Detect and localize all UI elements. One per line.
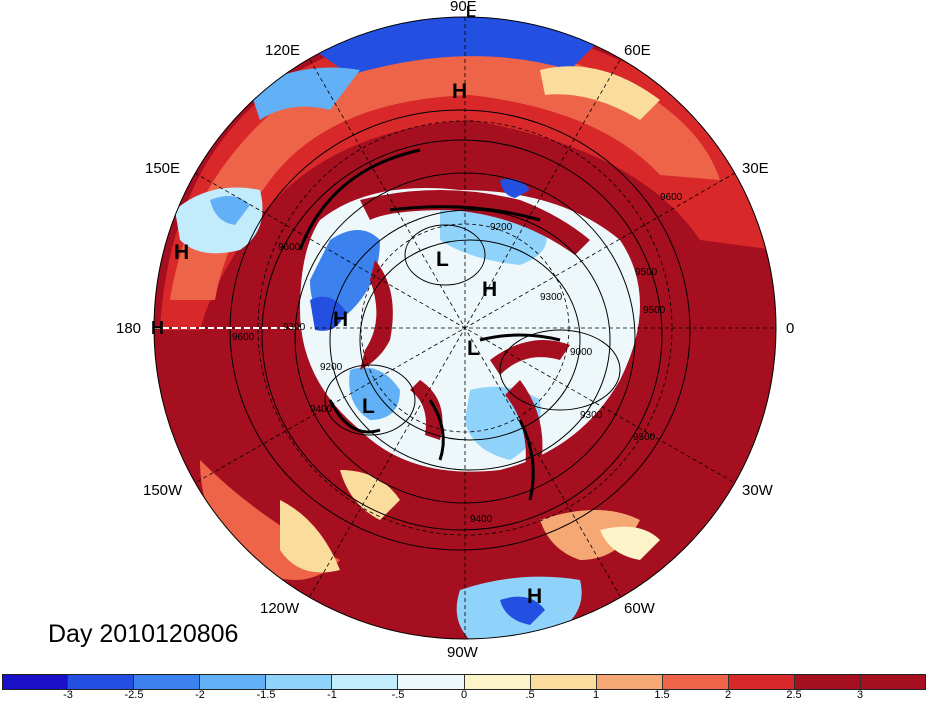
colorbar-cell bbox=[861, 674, 927, 690]
pressure-high-label: H bbox=[527, 585, 543, 608]
colorbar-cell bbox=[728, 674, 795, 690]
colorbar-tick-label: 1.5 bbox=[654, 689, 670, 701]
colorbar-tick-label: -2.5 bbox=[124, 689, 144, 701]
contour-label: 9600 bbox=[660, 192, 683, 203]
longitude-label: 0 bbox=[786, 320, 795, 337]
pressure-low-label: L bbox=[466, 4, 476, 21]
contour-label: 9500 bbox=[643, 305, 666, 316]
colorbar-cell bbox=[68, 674, 135, 690]
colorbar-tick-label: -1 bbox=[327, 689, 337, 701]
contour-label: 9400 bbox=[470, 514, 493, 525]
colorbar-cell bbox=[2, 674, 69, 690]
colorbar-cell bbox=[596, 674, 663, 690]
longitude-label: 30W bbox=[742, 482, 773, 499]
contour-label: 9500 bbox=[633, 432, 656, 443]
contour-label: 9300 bbox=[540, 292, 563, 303]
longitude-label: 30E bbox=[742, 160, 769, 177]
longitude-label: 150E bbox=[145, 160, 181, 177]
pressure-high-label: H bbox=[482, 278, 498, 301]
contour-label: 9300 bbox=[580, 410, 603, 421]
pressure-high-label: H bbox=[452, 80, 468, 103]
colorbar-tick-label: 3 bbox=[856, 689, 864, 701]
colorbar-tick-label: 2 bbox=[724, 689, 732, 701]
contour-label: 9600 bbox=[278, 242, 301, 253]
longitude-label: 90E bbox=[450, 0, 477, 15]
colorbar-tick-label: 0 bbox=[460, 689, 468, 701]
pressure-low-label: L bbox=[362, 395, 375, 418]
colorbar-tick-label: -.5 bbox=[391, 689, 405, 701]
colorbar-cell bbox=[794, 674, 862, 690]
pressure-high-label: H bbox=[333, 308, 349, 331]
colorbar-tick-label: 1 bbox=[592, 689, 600, 701]
colorbar-cell bbox=[332, 674, 399, 690]
colorbar-tick-label: .5 bbox=[525, 689, 535, 701]
colorbar-cell bbox=[530, 674, 597, 690]
pressure-high-label: H bbox=[174, 241, 190, 264]
pressure-low-label: L bbox=[467, 337, 480, 360]
longitude-label: 60E bbox=[624, 42, 651, 59]
colorbar-cell bbox=[200, 674, 267, 690]
colorbar bbox=[2, 674, 927, 690]
pressure-high-label: H bbox=[151, 318, 164, 338]
colorbar-cell bbox=[464, 674, 531, 690]
contour-label: 9300 bbox=[283, 322, 306, 333]
contour-label: 9200 bbox=[320, 362, 343, 373]
contour-label: 9600 bbox=[232, 332, 255, 343]
contour-label: 9500 bbox=[635, 267, 658, 278]
date-title: Day 2010120806 bbox=[48, 620, 239, 648]
colorbar-cell bbox=[398, 674, 465, 690]
longitude-label: 120E bbox=[265, 42, 301, 59]
anomaly-field bbox=[154, 17, 776, 639]
longitude-label: 120W bbox=[260, 600, 300, 617]
contour-label: 9000 bbox=[570, 347, 593, 358]
longitude-label: 180 bbox=[116, 320, 142, 337]
longitude-label: 150W bbox=[143, 482, 183, 499]
colorbar-tick-label: 2.5 bbox=[786, 689, 802, 701]
colorbar-tick-label: -1.5 bbox=[256, 689, 276, 701]
longitude-label: 90W bbox=[447, 644, 478, 661]
contour-label: 9400 bbox=[310, 404, 333, 415]
colorbar-tick-label: -2 bbox=[195, 689, 205, 701]
colorbar-cell bbox=[134, 674, 201, 690]
longitude-label: 60W bbox=[624, 600, 655, 617]
colorbar-cell bbox=[662, 674, 729, 690]
contour-label: 9200 bbox=[490, 222, 513, 233]
colorbar-tick-label: -3 bbox=[63, 689, 73, 701]
colorbar-cell bbox=[266, 674, 333, 690]
pressure-low-label: L bbox=[436, 248, 449, 271]
